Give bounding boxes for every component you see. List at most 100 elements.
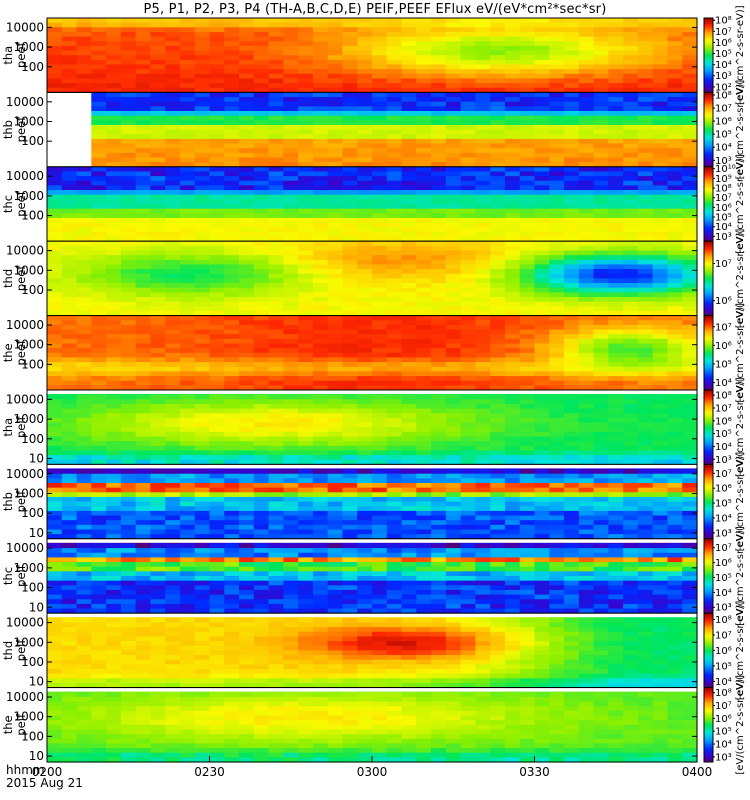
heatmap-cell: [312, 496, 329, 503]
heatmap-cell: [623, 236, 639, 242]
heatmap-cell: [623, 376, 639, 382]
heatmap-cell: [61, 83, 78, 89]
heatmap-cell: [490, 83, 506, 89]
heatmap-cell: [298, 250, 314, 256]
heatmap-cell: [106, 455, 122, 461]
heatmap-cell: [682, 171, 698, 177]
heatmap-cell: [460, 138, 477, 145]
heatmap-cell: [312, 403, 329, 410]
heatmap-cell: [135, 529, 152, 535]
colorbar-tick-label: 10⁷: [715, 104, 732, 115]
heatmap-cell: [135, 97, 152, 103]
heatmap-cell: [637, 166, 654, 173]
heatmap-cell: [475, 97, 491, 103]
heatmap-cell: [165, 478, 181, 484]
heatmap-cell: [652, 427, 669, 433]
heatmap-cell: [682, 366, 698, 372]
heatmap-cell: [312, 427, 329, 433]
heatmap-cell: [135, 64, 152, 70]
heatmap-cell: [593, 87, 609, 93]
colorbar-swatch: [704, 120, 713, 123]
heatmap-cell: [578, 111, 595, 117]
heatmap-cell: [209, 259, 225, 266]
colorbar-swatch: [704, 315, 713, 318]
heatmap-cell: [667, 69, 683, 75]
colorbar-swatch: [704, 246, 713, 250]
heatmap-cell: [578, 455, 595, 461]
heatmap-cell: [150, 436, 166, 442]
heatmap-cell: [652, 273, 669, 279]
heatmap-cell: [652, 348, 669, 354]
heatmap-cell: [253, 278, 270, 284]
heatmap-cell: [386, 524, 403, 531]
heatmap-cell: [416, 385, 432, 391]
heatmap-cell: [298, 320, 314, 326]
heatmap-cell: [549, 441, 565, 447]
heatmap-cell: [578, 315, 595, 321]
heatmap-cell: [608, 190, 624, 196]
heatmap-cell: [47, 450, 63, 456]
colorbar-swatch: [704, 293, 713, 296]
heatmap-cell: [475, 120, 491, 126]
heatmap-cell: [47, 241, 63, 247]
heatmap-cell: [608, 162, 624, 168]
heatmap-cell: [637, 403, 654, 410]
heatmap-cell: [61, 194, 78, 200]
heatmap-cell: [120, 236, 137, 242]
heatmap-cell: [682, 217, 698, 224]
heatmap-cell: [150, 55, 166, 61]
heatmap-cell: [431, 399, 447, 405]
heatmap-cell: [416, 236, 432, 242]
heatmap-cell: [519, 115, 536, 121]
heatmap-cell: [312, 357, 329, 363]
heatmap-cell: [76, 510, 92, 517]
heatmap-cell: [209, 292, 225, 298]
heatmap-cell: [578, 41, 595, 47]
heatmap-cell: [91, 427, 107, 433]
heatmap-cell: [549, 36, 565, 42]
heatmap-cell: [342, 92, 358, 98]
heatmap-cell: [239, 204, 255, 210]
heatmap-cell: [106, 413, 122, 419]
heatmap-cell: [608, 450, 624, 456]
heatmap-cell: [165, 73, 181, 80]
heatmap-cell: [165, 487, 181, 493]
heatmap-cell: [179, 510, 196, 517]
heatmap-cell: [150, 241, 166, 247]
heatmap-cell: [475, 362, 491, 368]
heatmap-cell: [327, 231, 344, 238]
heatmap-cell: [298, 101, 314, 107]
heatmap-cell: [150, 506, 166, 512]
heatmap-cell: [312, 134, 329, 140]
colorbar-swatch: [704, 164, 713, 168]
heatmap-cell: [298, 376, 314, 382]
heatmap-cell: [91, 352, 107, 359]
heatmap-cell: [623, 255, 639, 261]
heatmap-cell: [194, 185, 211, 191]
heatmap-cell: [504, 320, 521, 326]
colorbar-swatch: [704, 125, 713, 129]
heatmap-cell: [549, 166, 565, 173]
heatmap-cell: [386, 64, 403, 70]
y-tick-label: 1000: [13, 338, 44, 352]
heatmap-cell: [120, 343, 137, 349]
heatmap-cell: [549, 324, 565, 331]
heatmap-cell: [357, 455, 373, 461]
heatmap-cell: [91, 506, 107, 512]
heatmap-cell: [608, 417, 624, 424]
heatmap-cell: [91, 473, 107, 479]
heatmap-cell: [372, 427, 388, 433]
heatmap-cell: [623, 92, 639, 98]
heatmap-cell: [401, 41, 417, 47]
heatmap-cell: [135, 31, 152, 38]
heatmap-cell: [490, 166, 506, 173]
heatmap-cell: [401, 222, 417, 228]
heatmap-cell: [401, 301, 417, 307]
heatmap-cell: [76, 180, 92, 186]
heatmap-cell: [283, 194, 299, 200]
heatmap-cell: [549, 22, 565, 28]
heatmap-cell: [120, 334, 137, 340]
heatmap-cell: [608, 250, 624, 256]
heatmap-cell: [194, 320, 211, 326]
